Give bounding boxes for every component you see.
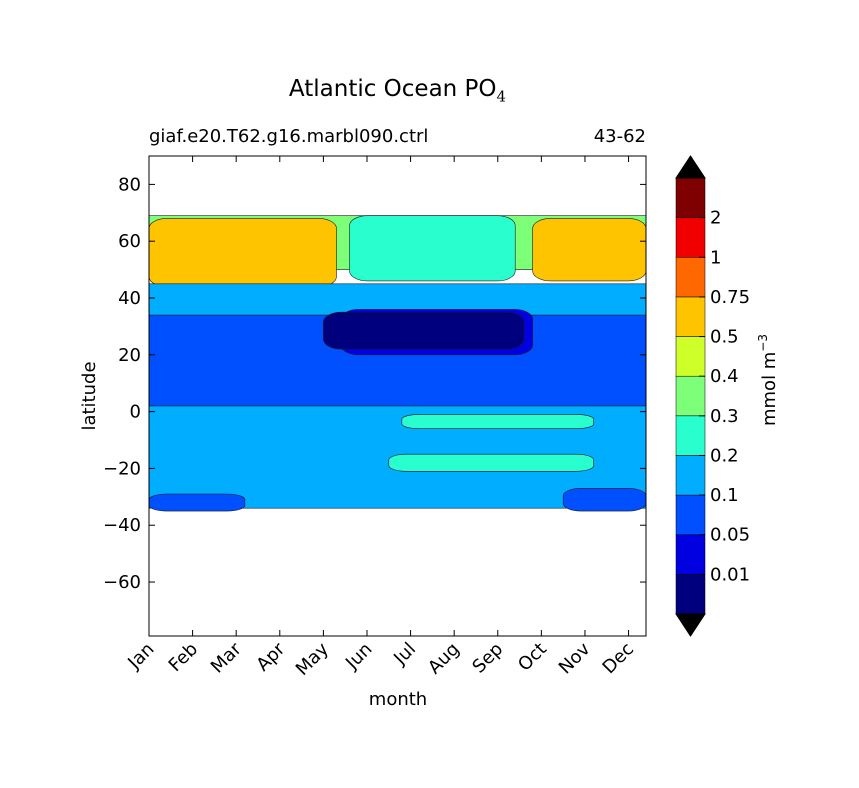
y-tick-label: 80 [118,174,141,195]
colorbar-segment [675,375,706,417]
x-tick-label: Oct [514,639,551,676]
x-tick-label: Jan [123,639,158,674]
x-tick-label: Aug [424,639,464,679]
run-name-subtitle: giaf.e20.T62.g16.marbl090.ctrl [149,126,429,147]
colorbar-segment [675,336,706,377]
contour-region-10 [401,414,594,429]
y-tick-label: 40 [118,288,141,309]
colorbar-segment [675,534,706,575]
colorbar-tick-label: 0.4 [710,366,739,387]
colorbar-tick-label: 0.75 [710,287,750,308]
colorbar-tick-label: 1 [710,247,721,268]
plot-frame [148,155,647,637]
x-tick-label: Jul [389,639,420,670]
colorbar-segment [675,257,706,298]
colorbar-segment [675,217,706,258]
y-tick-label: 0 [130,402,141,423]
colorbar-tick-label: 0.05 [710,525,750,546]
x-tick-label: Nov [555,638,595,678]
y-axis: 80 60 40 20 0 −20 −40 −60 [103,174,646,593]
y-tick-label: −60 [103,572,141,593]
colorbar-label-text: mmol m [759,352,780,426]
x-tick-label: Sep [468,639,507,678]
contour-region-12 [149,493,246,512]
chart-title-subscript: 4 [496,87,507,106]
colorbar-tick-label: 0.2 [710,445,739,466]
colorbar-segment [675,415,706,456]
colorbar-segment [675,455,706,496]
x-tick-label: Mar [207,638,246,677]
contour-region-5 [349,215,516,282]
y-tick-label: −40 [103,515,141,536]
colorbar-label: mmol m−3 [756,334,780,426]
colorbar-tick-label: 0.01 [710,564,750,585]
contour-region-9 [323,311,525,350]
y-tick-label: 20 [118,345,141,366]
chart-title: Atlantic Ocean PO4 [0,76,795,106]
colorbar-segment [675,177,706,218]
contour-region-4 [532,218,646,282]
chart-title-text: Atlantic Ocean PO [288,76,497,102]
colorbar-segment [675,574,706,615]
x-tick-label: Jun [341,639,376,674]
y-axis-label: latitude [79,361,100,430]
x-tick-label: Apr [252,638,289,675]
colorbar-segment [675,494,706,535]
colorbar-label-superscript: −3 [756,334,770,352]
colorbar-segment [675,296,706,337]
contour-region-11 [388,453,594,472]
y-tick-label: −20 [103,458,141,479]
contour-region-13 [562,488,646,512]
x-tick-label: Dec [599,639,638,678]
x-axis-label: month [369,689,427,710]
colorbar-tick-label: 0.5 [710,327,739,348]
colorbar: 0.01 0.05 0.1 0.2 0.3 0.4 0.5 0.75 1 2 [675,155,750,637]
colorbar-extend-bottom [675,613,706,637]
year-range-subtitle: 43-62 [593,126,646,147]
contour-region-3 [149,218,337,287]
contour-fills [149,215,646,512]
x-tick-label: Feb [165,639,202,676]
colorbar-tick-label: 0.3 [710,406,739,427]
x-tick-label: May [292,638,333,679]
colorbar-tick-label: 2 [710,208,721,229]
colorbar-tick-label: 0.1 [710,485,739,506]
y-tick-label: 60 [118,231,141,252]
colorbar-extend-top [675,155,706,179]
